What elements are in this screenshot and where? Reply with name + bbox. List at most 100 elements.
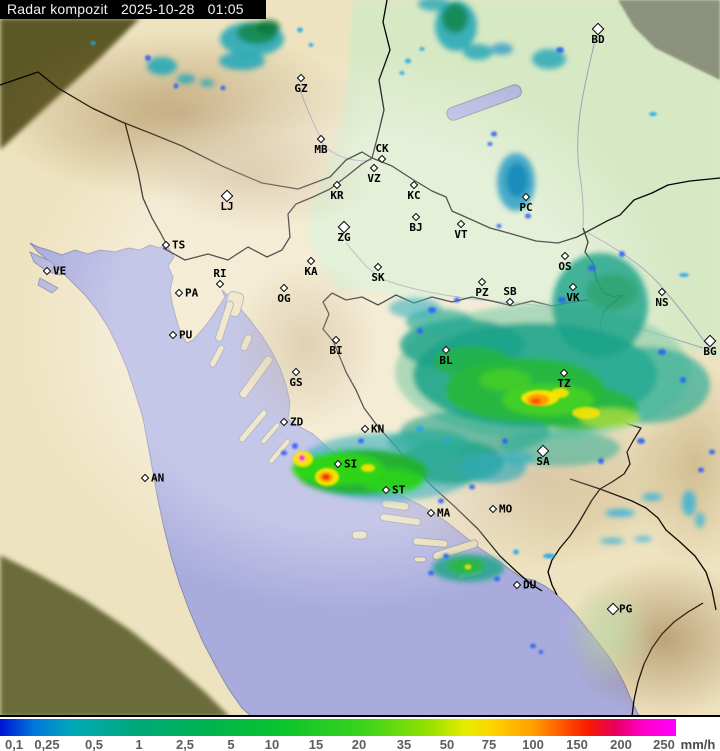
- radar-echo-blob: [502, 450, 534, 466]
- radar-echo-blob: [90, 41, 96, 45]
- radar-echo-blob: [308, 43, 314, 47]
- city-label: PZ: [475, 286, 489, 299]
- out-of-range-ne-region: [618, 0, 720, 80]
- legend-tick: 10: [264, 737, 280, 751]
- radar-echo-blob: [588, 265, 596, 271]
- radar-echo-blob: [399, 71, 405, 75]
- radar-echo-blob: [679, 273, 689, 277]
- legend-tick: 2,5: [175, 737, 195, 751]
- city-label: GZ: [294, 82, 308, 95]
- radar-echo-blob: [145, 55, 151, 61]
- city-label: TZ: [557, 377, 571, 390]
- radar-echo-blob: [556, 47, 564, 53]
- radar-echo-blob: [572, 407, 600, 419]
- radar-echo-blob: [506, 163, 528, 197]
- radar-echo-blob: [360, 469, 424, 493]
- city-label: VE: [53, 264, 67, 278]
- radar-echo-blob: [298, 454, 306, 462]
- city-label: KR: [330, 189, 344, 202]
- intensity-legend: mm/h 0,1 0,25 0,5 1 2,5 5 10 15 20 35 50 75 100 150 20…: [0, 717, 720, 751]
- legend-tick: 1: [135, 737, 143, 751]
- radar-echo-blob: [531, 398, 541, 404]
- city-label: AN: [151, 471, 165, 485]
- radar-echo-blob: [434, 346, 510, 378]
- radar-echo-blob: [600, 538, 624, 544]
- radar-echo-blob: [417, 328, 423, 334]
- radar-echo-blob: [558, 297, 566, 303]
- radar-echo-blob: [147, 57, 177, 75]
- city-label: BJ: [409, 221, 423, 234]
- city-label: KN: [371, 422, 385, 436]
- radar-echo-blob: [491, 131, 497, 137]
- radar-echo-blob: [496, 224, 502, 228]
- radar-echo-blob: [538, 650, 544, 654]
- city-label: BL: [439, 354, 453, 367]
- legend-tick: 5: [227, 737, 235, 751]
- radar-echo-blob: [658, 349, 666, 355]
- radar-echo-blob: [358, 438, 364, 444]
- river-danube-east: [582, 229, 708, 346]
- radar-echo-blob: [173, 83, 179, 89]
- radar-echo-blob: [219, 52, 265, 70]
- city-label: PG: [619, 602, 633, 616]
- radar-echo-blob: [444, 438, 450, 444]
- city-label: VT: [454, 228, 468, 241]
- observation-date: 2025-10-28: [120, 1, 195, 17]
- radar-echo-blob: [281, 450, 287, 456]
- legend-tick: 250: [653, 737, 675, 751]
- border-croatia-bosnia-dinaric: [322, 292, 543, 592]
- city-label: ZG: [337, 231, 351, 244]
- border-bosnia-montenegro: [547, 488, 601, 596]
- radar-echo-blob: [388, 429, 468, 455]
- lake-balaton: [446, 84, 522, 121]
- legend-tick: 100: [522, 737, 544, 751]
- radar-echo-blob: [297, 27, 303, 33]
- city-label: BG: [703, 345, 717, 358]
- radar-echo-blob: [438, 498, 444, 504]
- radar-echo-blob: [543, 553, 555, 559]
- legend-tick: 35: [396, 737, 412, 751]
- apennines-region: [0, 555, 228, 715]
- city-label: ZD: [290, 415, 304, 429]
- radar-echo-blob: [649, 112, 657, 116]
- legend-tick: 0,1: [4, 737, 24, 751]
- city-label: VK: [566, 291, 580, 304]
- radar-echo-blob: [177, 74, 195, 84]
- city-label: GS: [289, 376, 303, 389]
- city-label: MA: [437, 506, 451, 520]
- city-label: MB: [314, 143, 328, 156]
- city-label: VZ: [367, 172, 381, 185]
- legend-tick: 200: [610, 737, 632, 751]
- radar-echo-blob: [256, 20, 280, 34]
- radar-echo-blob: [443, 553, 449, 559]
- legend-tick: 150: [566, 737, 588, 751]
- radar-echo-blob: [292, 443, 298, 449]
- radar-echo-blob: [479, 369, 531, 391]
- river-danube: [577, 35, 597, 229]
- city-label: BI: [329, 344, 343, 357]
- radar-echo-blob: [586, 274, 638, 310]
- radar-map: VE TS LJ GZ MB KR CK VZ KC ZG KA BJ VT SK PZ SB OS VK NS PC…: [0, 0, 720, 717]
- radar-echo-blob: [322, 474, 330, 480]
- city-label: SA: [536, 455, 550, 468]
- city-label: KC: [407, 189, 421, 202]
- radar-echo-blob: [698, 467, 704, 473]
- city-label: CK: [375, 142, 389, 155]
- radar-echo-blob: [418, 0, 450, 11]
- legend-tick-row: mm/h 0,1 0,25 0,5 1 2,5 5 10 15 20 35 50 75 100 150 20…: [0, 737, 720, 751]
- city-label: KA: [304, 265, 318, 278]
- legend-tick: 0,25: [34, 737, 60, 751]
- city-label: TS: [172, 238, 186, 252]
- radar-echo-blob: [494, 576, 500, 582]
- city-label: RI: [213, 267, 227, 280]
- city-label: LJ: [220, 200, 234, 213]
- city-label: SK: [371, 271, 385, 284]
- radar-echo-blob: [634, 536, 652, 542]
- city-label: PC: [519, 201, 533, 214]
- border-hungary-croatia-serbia: [371, 157, 720, 244]
- city-label: DU: [523, 578, 537, 592]
- radar-echo-blob: [642, 493, 662, 501]
- city-label: BD: [591, 33, 605, 46]
- radar-echo-blob: [502, 438, 508, 444]
